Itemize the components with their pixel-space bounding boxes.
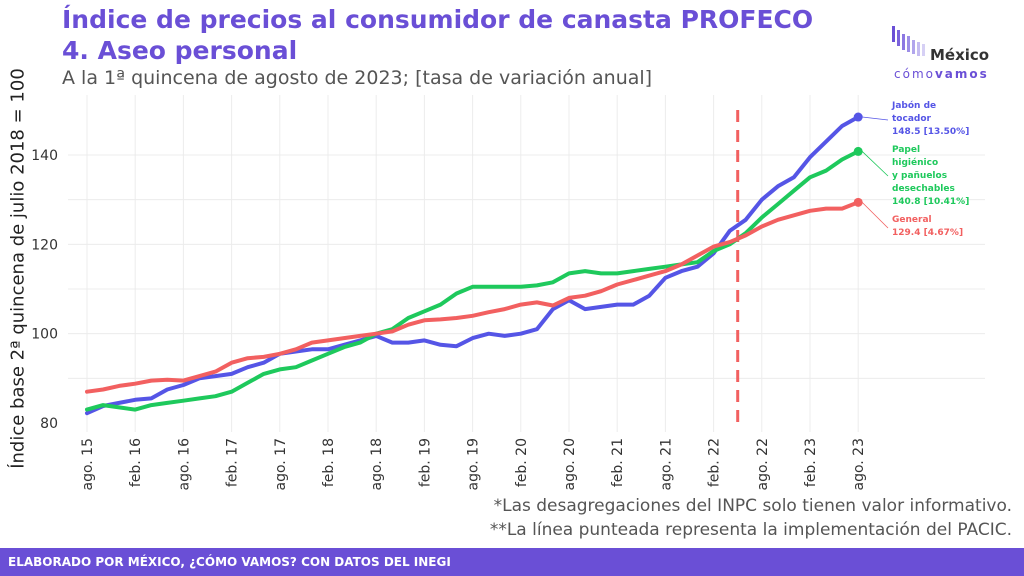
- x-tick-label: feb. 18: [321, 438, 337, 487]
- y-tick-label: 140: [31, 148, 58, 164]
- bars-logo-icon: [892, 26, 925, 56]
- series-lines: [85, 112, 863, 416]
- end-label-text: Jabón de: [891, 100, 936, 111]
- gridlines: [68, 95, 985, 432]
- chart-title-line2: 4. Aseo personal: [62, 36, 298, 65]
- y-tick-label: 100: [31, 327, 58, 343]
- end-label-text: Papel: [892, 145, 920, 155]
- series-line-jabon-de-tocador: [85, 115, 861, 416]
- y-axis-ticks: 80 100 120 140: [31, 148, 58, 432]
- x-axis-ticks: ago. 15 feb. 16 ago. 16 feb. 17 ago. 17 feb. …: [80, 438, 867, 491]
- footnote-informative: *Las desagregaciones del INPC solo tiene…: [493, 496, 1012, 516]
- x-tick-label: feb. 19: [417, 438, 433, 487]
- end-label-text: General: [892, 215, 932, 225]
- footnotes: *Las desagregaciones del INPC solo tiene…: [490, 494, 1012, 542]
- logo-name: México: [930, 46, 990, 64]
- mexico-como-vamos-logo: México cómovamos: [886, 22, 1006, 86]
- end-labels: Jabón de tocador 148.5 [13.50%] Papel higién…: [861, 100, 969, 238]
- end-label-text: 140.8 [10.41%]: [892, 197, 969, 207]
- footer-bar: ELABORADO POR MÉXICO, ¿CÓMO VAMOS? CON D…: [0, 548, 1024, 576]
- x-tick-label: feb. 20: [514, 438, 530, 487]
- chart-title-line1: Índice de precios al consumidor de canas…: [62, 5, 814, 34]
- series-endpoint-papel-higienico-y-panuelos-desechables: [853, 146, 863, 156]
- end-label-connector: [861, 151, 889, 177]
- series-line-papel-higienico-y-panuelos-desechables: [85, 149, 861, 412]
- end-label-text: 148.5 [13.50%]: [892, 127, 969, 137]
- line-chart: Jabón de tocador 148.5 [13.50%] Papel higién…: [31, 95, 985, 491]
- x-tick-label: ago. 22: [755, 438, 771, 491]
- chart-title: Índice de precios al consumidor de canas…: [62, 4, 813, 66]
- end-label-connector: [861, 202, 889, 229]
- x-tick-label: ago. 19: [466, 438, 482, 491]
- end-label-text: 129.4 [4.67%]: [892, 228, 963, 238]
- x-tick-label: ago. 17: [273, 438, 289, 491]
- x-tick-label: feb. 16: [128, 438, 144, 487]
- end-label-connector: [862, 116, 889, 121]
- x-tick-label: ago. 21: [658, 438, 674, 491]
- end-label-text: higiénico: [892, 157, 938, 168]
- footer-credit: ELABORADO POR MÉXICO, ¿CÓMO VAMOS? CON D…: [8, 555, 451, 569]
- x-tick-label: feb. 21: [610, 438, 626, 487]
- x-tick-label: feb. 17: [225, 438, 241, 487]
- chart-subtitle: A la 1ª quincena de agosto de 2023; [tas…: [62, 67, 653, 89]
- y-tick-label: 120: [31, 237, 58, 253]
- logo-tagline: cómovamos: [894, 67, 989, 81]
- end-label-text: y pañuelos: [892, 171, 947, 181]
- end-label-text: desechables: [892, 184, 955, 194]
- y-tick-label: 80: [40, 416, 58, 432]
- x-tick-label: ago. 15: [80, 438, 96, 491]
- x-tick-label: feb. 22: [707, 438, 723, 487]
- end-label-text: tocador: [892, 114, 932, 124]
- x-tick-label: ago. 16: [176, 438, 192, 491]
- series-endpoint-jabon-de-tocador: [853, 112, 863, 122]
- footnote-pacic: **La línea punteada representa la implem…: [489, 520, 1012, 540]
- series-line-general: [85, 200, 861, 394]
- series-endpoint-general: [853, 197, 863, 207]
- x-tick-label: ago. 20: [562, 438, 578, 491]
- x-tick-label: ago. 23: [851, 438, 867, 491]
- logo-tag-part1: cómo: [894, 67, 935, 81]
- x-tick-label: feb. 23: [803, 438, 819, 487]
- logo-tag-part2: vamos: [934, 67, 989, 81]
- x-tick-label: ago. 18: [369, 438, 385, 491]
